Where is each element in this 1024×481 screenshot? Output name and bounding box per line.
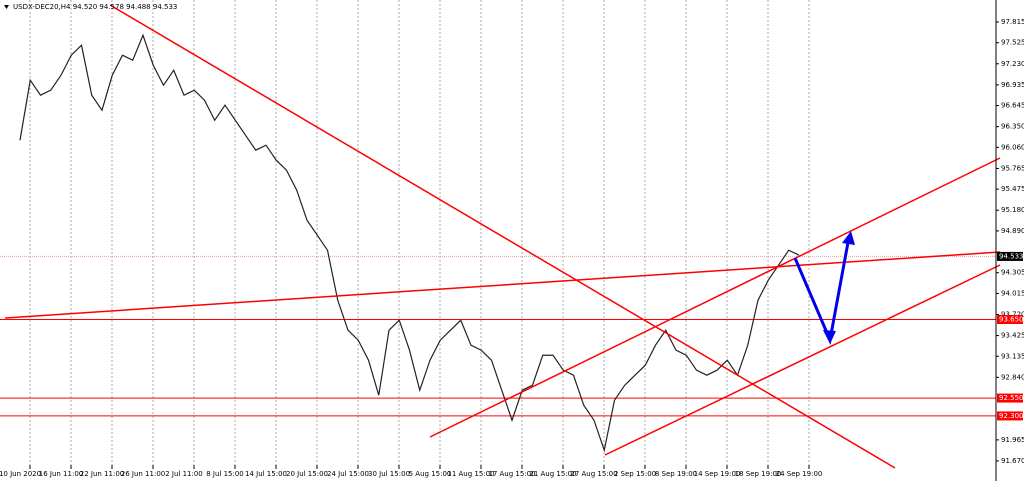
y-tick-label: 93.720	[1001, 311, 1024, 319]
x-tick-label: 26 Jun 11:00	[121, 470, 165, 478]
x-tick-label: 24 Jul 15:00	[327, 470, 369, 478]
y-tick-label: 94.305	[1001, 269, 1024, 277]
current-price-box	[997, 251, 1023, 261]
x-tick-label: 18 Sep 19:00	[735, 470, 782, 478]
trendlines	[4, 4, 1001, 469]
trendline	[109, 4, 896, 469]
plot	[0, 33, 996, 453]
y-tick-label: 94.890	[1001, 227, 1024, 235]
x-tick-label: 14 Sep 19:00	[694, 470, 741, 478]
forecast-arrows	[793, 231, 855, 346]
x-tick-label: 20 Jul 15:00	[286, 470, 328, 478]
y-tick-label: 96.645	[1001, 102, 1024, 110]
y-tick-label: 91.965	[1001, 436, 1024, 444]
x-tick-label: 11 Aug 15:00	[447, 470, 494, 478]
x-tick-label: 8 Jul 15:00	[206, 470, 244, 478]
level-label-box	[997, 315, 1023, 324]
header-text: USDX-DEC20,H4 94.520 94.578 94.488 94.53…	[13, 3, 177, 11]
arrow-head	[842, 231, 855, 245]
y-tick-label: 96.060	[1001, 143, 1024, 151]
y-tick-label: 92.840	[1001, 373, 1024, 381]
y-tick-label: 96.350	[1001, 123, 1024, 131]
y-tick-label: 94.015	[1001, 289, 1024, 297]
level-label-box	[997, 411, 1023, 421]
level-label: 93.650	[999, 316, 1024, 324]
y-tick-label: 97.525	[1001, 39, 1024, 47]
x-tick-label: 5 Aug 15:00	[409, 470, 452, 478]
current-price-label: 94.533	[999, 252, 1024, 260]
y-tick-label: 97.815	[1001, 18, 1024, 26]
y-tick-label: 93.135	[1001, 352, 1024, 360]
level-label-box	[997, 393, 1023, 403]
y-tick-label: 95.180	[1001, 206, 1024, 214]
trendline	[4, 251, 1001, 319]
x-tick-label: 16 Jun 11:00	[39, 470, 83, 478]
x-tick-label: 24 Sep 19:00	[776, 470, 823, 478]
y-tick-label: 96.935	[1001, 81, 1024, 89]
x-tick-label: 17 Aug 15:00	[488, 470, 535, 478]
x-tick-label: 14 Jul 15:00	[245, 470, 287, 478]
trendline	[604, 264, 1001, 456]
x-tick-label: 2 Jul 11:00	[165, 470, 203, 478]
x-tick-label: 30 Jul 15:00	[368, 470, 410, 478]
y-tick-label: 91.670	[1001, 457, 1024, 465]
x-tick-label: 2 Sep 15:00	[614, 470, 656, 478]
menu-icon	[4, 5, 9, 9]
price-axis: 97.815 97.525 97.230 96.935 96.645 96.350 96.0…	[996, 18, 1024, 465]
x-tick-label: 27 Aug 15:00	[570, 470, 617, 478]
x-tick-label: 8 Sep 19:00	[655, 470, 697, 478]
arrow-head	[823, 330, 836, 344]
y-tick-label: 97.230	[1001, 60, 1024, 68]
trendline	[429, 157, 1001, 438]
level-label: 92.300	[999, 412, 1024, 420]
level-label: 92.550	[999, 394, 1024, 402]
x-tick-label: 22 Jun 11:00	[80, 470, 124, 478]
y-tick-label: 93.425	[1001, 332, 1024, 340]
x-tick-label: 21 Aug 15:00	[529, 470, 576, 478]
x-tick-label: 10 Jun 2020	[0, 470, 41, 478]
y-tick-label: 95.475	[1001, 185, 1024, 193]
y-tick-label: 95.765	[1001, 164, 1024, 172]
price-line	[19, 33, 800, 453]
